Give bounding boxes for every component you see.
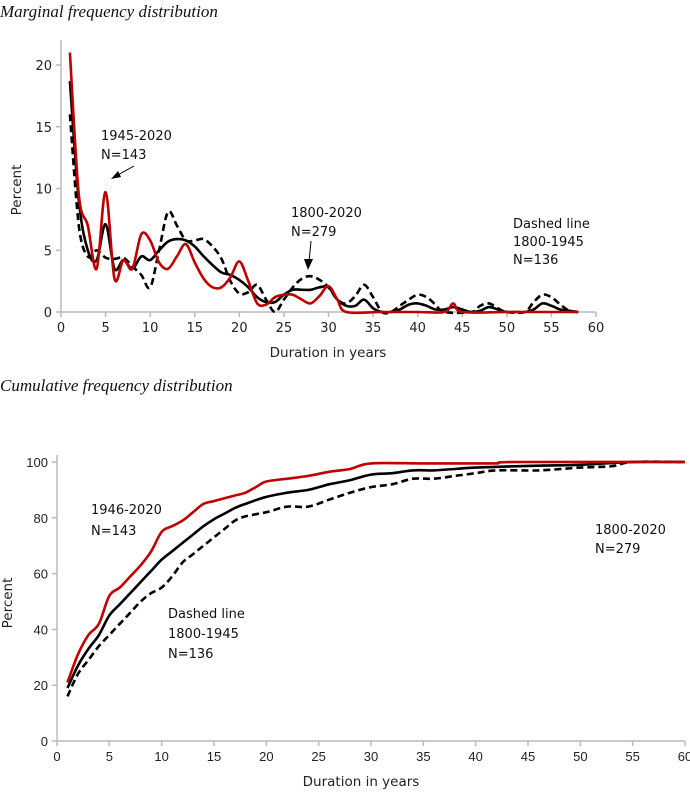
chart-2-title: Cumulative frequency distribution: [0, 376, 233, 395]
y-tick-label: 0: [41, 734, 48, 749]
y-tick-label: 5: [44, 244, 52, 259]
y-tick-label: 60: [34, 567, 48, 582]
annotation-dashed-line2: 1800-1945: [513, 235, 584, 250]
y-tick-label: 10: [35, 183, 52, 198]
annotation-1945-2020-line1: 1945-2020: [101, 129, 172, 144]
x-tick-label: 55: [625, 749, 639, 764]
x-tick-label: 50: [573, 749, 587, 764]
chart-1-ylabel: Percent: [9, 165, 25, 216]
x-tick-label: 45: [521, 749, 535, 764]
x-tick-label: 25: [276, 321, 293, 336]
y-tick-label: 15: [35, 121, 52, 136]
x-tick-label: 35: [416, 749, 430, 764]
annotation-dashed-line3: N=136: [513, 253, 558, 268]
annotation-1800-2020-line1-b: 1800-2020: [595, 523, 666, 538]
x-tick-label: 30: [364, 749, 378, 764]
x-tick-label: 5: [106, 749, 113, 764]
x-tick-label: 0: [53, 749, 60, 764]
cumulative-chart: 0 5 10 15 20 25 30 35 40 45 50 55 60 0 20 40 60 80 100: [26, 455, 690, 764]
y-tick-label: 80: [34, 511, 48, 526]
x-tick-label: 10: [142, 321, 159, 336]
series-line-1800-2020-n-279-: [66, 460, 686, 689]
x-tick-label: 20: [259, 749, 273, 764]
chart-2-ylabel: Percent: [0, 578, 16, 629]
annotation-dashed-line1: Dashed line: [513, 217, 590, 232]
annotation-1800-2020-line2: N=279: [291, 225, 336, 240]
annotation-1946-2020-line2: N=143: [91, 524, 136, 539]
annotation-1800-2020-line1: 1800-2020: [291, 206, 362, 221]
x-tick-label: 25: [311, 749, 325, 764]
x-tick-label: 15: [186, 321, 203, 336]
series-line-1945-2020-n-143-: [68, 52, 579, 315]
annotation-1946-2020-line1: 1946-2020: [91, 503, 162, 518]
annotation-dashed-line2-b: 1800-1945: [168, 627, 239, 642]
series-line-1800-2020-n-279-: [68, 81, 579, 314]
arrow-1800-2020: [304, 240, 313, 270]
x-tick-label: 50: [499, 321, 516, 336]
chart-1-xlabel: Duration in years: [270, 345, 387, 361]
annotation-dashed-line1-b: Dashed line: [168, 607, 245, 622]
x-tick-label: 40: [468, 749, 482, 764]
x-tick-label: 20: [231, 321, 248, 336]
arrow-1945-2020: [111, 165, 135, 179]
x-tick-label: 45: [454, 321, 471, 336]
series-line-1800-1945-n-136-: [68, 114, 579, 315]
y-tick-label: 100: [26, 455, 48, 470]
marginal-chart: 0 5 10 15 20 25 30 35 40 45 50 55 60 0 5 10 15 20: [35, 40, 604, 336]
y-tick-label: 40: [34, 622, 48, 637]
x-tick-label: 0: [57, 321, 65, 336]
x-tick-label: 40: [409, 321, 426, 336]
series-line-1800-1945-n-136-: [66, 460, 686, 697]
y-tick-label: 20: [34, 678, 48, 693]
x-tick-label: 5: [101, 321, 109, 336]
chart-2-xlabel: Duration in years: [303, 774, 420, 790]
x-tick-label: 30: [320, 321, 337, 336]
x-tick-label: 60: [678, 749, 690, 764]
x-tick-label: 10: [154, 749, 168, 764]
y-tick-label: 20: [35, 59, 52, 74]
x-tick-label: 35: [365, 321, 382, 336]
series-line-1946-2020-n-143-: [66, 460, 686, 683]
chart-1-title: Marginal frequency distribution: [0, 2, 218, 21]
annotation-1945-2020-line2: N=143: [101, 148, 146, 163]
annotation-dashed-line3-b: N=136: [168, 647, 213, 662]
x-tick-label: 55: [543, 321, 560, 336]
x-tick-label: 15: [207, 749, 221, 764]
y-tick-label: 0: [44, 306, 52, 321]
x-tick-label: 60: [588, 321, 605, 336]
annotation-1800-2020-line2-b: N=279: [595, 542, 640, 557]
